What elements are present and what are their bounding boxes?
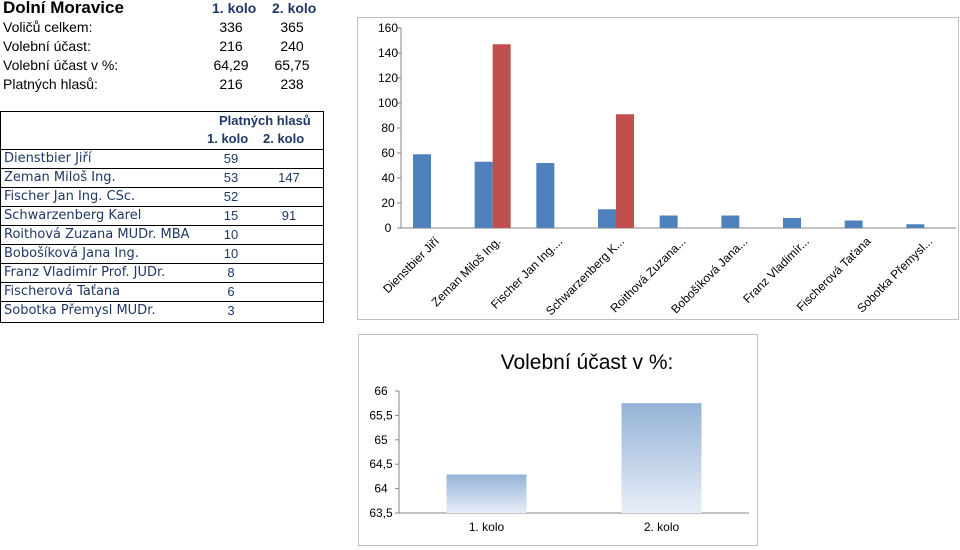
bar-round2 [492,44,511,228]
bar-round1 [598,209,616,228]
y-tick-label: 60 [381,146,395,160]
y-tick-label: 65,5 [369,408,393,422]
x-category-label: Franz Vladimír... [740,234,812,306]
y-tick-label: 20 [381,196,395,210]
municipality-title: Dolní Moravice [3,0,124,17]
y-tick-label: 66 [374,384,388,398]
summary-valid-votes-r1: 216 [219,76,243,92]
summary-label-valid-votes: Platných hlasů: [3,76,98,92]
candidate-name: Dienstbier Jiří [4,151,92,166]
turnout-bar [446,474,527,513]
table-row: Franz Vladimír Prof. JUDr. 8 [1,263,323,283]
summary-round1-header: 1. kolo [212,0,257,16]
bar-round1 [413,154,431,228]
y-tick-label: 160 [378,21,398,35]
summary-turnout-r2: 240 [280,38,304,54]
y-tick-label: 64 [374,482,388,496]
table-row: Schwarzenberg Karel 15 91 [1,206,323,226]
turnout-chart-title: Volební účast v %: [501,351,674,374]
y-tick-label: 140 [378,46,398,60]
y-tick-label: 40 [381,171,395,185]
candidate-name: Fischer Jan Ing. CSc. [4,189,136,204]
bar-round1 [844,220,863,228]
table-row: Bobošíková Jana Ing. 10 [1,244,323,264]
table-row: Fischer Jan Ing. CSc. 52 [1,187,323,207]
bar-round1 [783,218,801,228]
candidate-votes-round1: 15 [223,208,239,223]
summary-turnout-r1: 216 [219,38,243,54]
bar-round1 [474,161,493,228]
x-category-label: Dienstbier Jiří [380,234,442,296]
bar-round1 [906,224,925,228]
candidate-name: Zeman Miloš Ing. [4,170,116,185]
candidates-chart: 0 20 40 60 80 100 120 140 160 Dienstbier Jiří Zema… [357,17,959,320]
candidate-votes-round1: 10 [223,246,239,261]
y-tick-label: 0 [385,221,392,235]
table-row: Fischerová Taťana 6 [1,282,323,302]
table-row: Sobotka Přemysl MUDr. 3 [1,301,323,321]
summary-label-turnout: Volební účast: [3,38,91,54]
turnout-bar [621,403,702,513]
bar-round2 [616,114,634,228]
candidates-table: Platných hlasů 1. kolo 2. kolo Dienstbie… [0,111,324,323]
candidate-name: Schwarzenberg Karel [4,208,142,223]
table-header-round1: 1. kolo [207,131,249,146]
table-row: Zeman Miloš Ing. 53 147 [1,168,323,188]
x-category-label: 1. kolo [469,520,505,534]
x-category-label: 2. kolo [644,520,680,534]
candidate-votes-round1: 3 [227,303,235,318]
candidate-name: Bobošíková Jana Ing. [4,246,139,261]
candidate-votes-round1: 10 [223,227,239,242]
bar-round1 [721,215,740,228]
candidate-votes-round2: 147 [278,170,300,185]
candidate-votes-round1: 59 [223,151,239,166]
candidate-name: Franz Vladimír Prof. JUDr. [4,265,166,280]
summary-voters-r2: 365 [280,19,304,35]
y-tick-label: 63,5 [369,506,393,520]
summary-round2-header: 2. kolo [272,0,317,16]
summary-label-turnout-pct: Volební účast v %: [3,57,119,73]
summary-turnout-pct-r1: 64,29 [213,57,249,73]
summary-label-voters: Voličů celkem: [3,19,93,35]
candidate-name: Roithová Zuzana MUDr. MBA [4,227,190,242]
y-tick-label: 65 [374,433,388,447]
y-tick-label: 64,5 [369,457,393,471]
table-header-valid-votes: Platných hlasů [219,113,311,128]
candidate-votes-round1: 6 [227,284,235,299]
table-header-round2: 2. kolo [263,131,305,146]
table-row: Roithová Zuzana MUDr. MBA 10 [1,225,323,245]
candidate-votes-round1: 52 [223,189,239,204]
candidate-name: Sobotka Přemysl MUDr. [4,303,156,318]
bar-round1 [659,215,678,228]
y-tick-label: 80 [381,121,395,135]
candidate-votes-round1: 8 [227,265,235,280]
candidate-votes-round2: 91 [281,208,297,223]
bar-round1 [536,163,555,228]
candidate-votes-round1: 53 [223,170,239,185]
summary-valid-votes-r2: 238 [280,76,304,92]
y-tick-label: 120 [378,71,398,85]
y-tick-label: 100 [378,96,398,110]
turnout-chart-svg: Volební účast v %: 63,5 64 64,5 65 65,5 66 1. k… [369,351,749,534]
summary-voters-r1: 336 [219,19,243,35]
table-row: Dienstbier Jiří 59 [1,149,323,169]
candidate-name: Fischerová Taťana [4,284,121,299]
summary-turnout-pct-r2: 65,75 [274,57,310,73]
turnout-chart: Volební účast v %: 63,5 64 64,5 65 65,5 66 1. k… [358,334,758,546]
